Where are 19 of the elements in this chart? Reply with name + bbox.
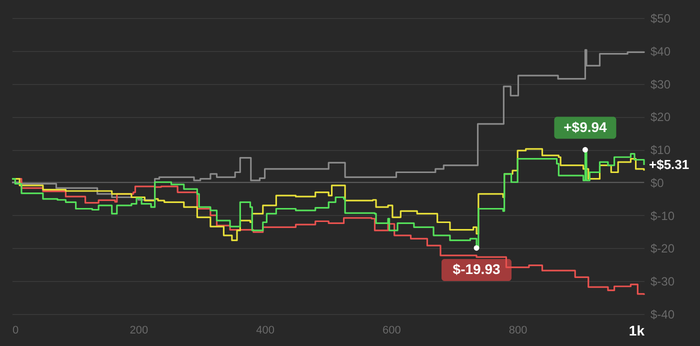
x-tick-label: 200 xyxy=(130,324,148,336)
x-tick-label: 400 xyxy=(256,324,274,336)
annotation: +$9.94 xyxy=(564,118,608,135)
y-tick-label: $10 xyxy=(650,143,671,158)
x-tick-label: 600 xyxy=(382,324,401,336)
y-tick-label: $-20 xyxy=(650,242,675,256)
y-tick-label: $50 xyxy=(650,12,671,26)
x-tick-label: 1k xyxy=(628,322,645,338)
y-tick-label: $-30 xyxy=(650,274,675,289)
y-tick-label: $40 xyxy=(650,44,671,58)
y-tick-label: $-40 xyxy=(650,308,675,322)
x-tick-label: 800 xyxy=(508,324,528,336)
y-tick-label: $20 xyxy=(650,110,671,124)
y-tick-label: $0 xyxy=(650,176,664,190)
y-tick-label: $-10 xyxy=(650,208,675,223)
annotation: +$5.31 xyxy=(649,156,690,172)
x-tick-label: 0 xyxy=(12,324,19,336)
annotation: $-19.93 xyxy=(452,260,500,277)
y-tick-label: $30 xyxy=(650,77,671,92)
